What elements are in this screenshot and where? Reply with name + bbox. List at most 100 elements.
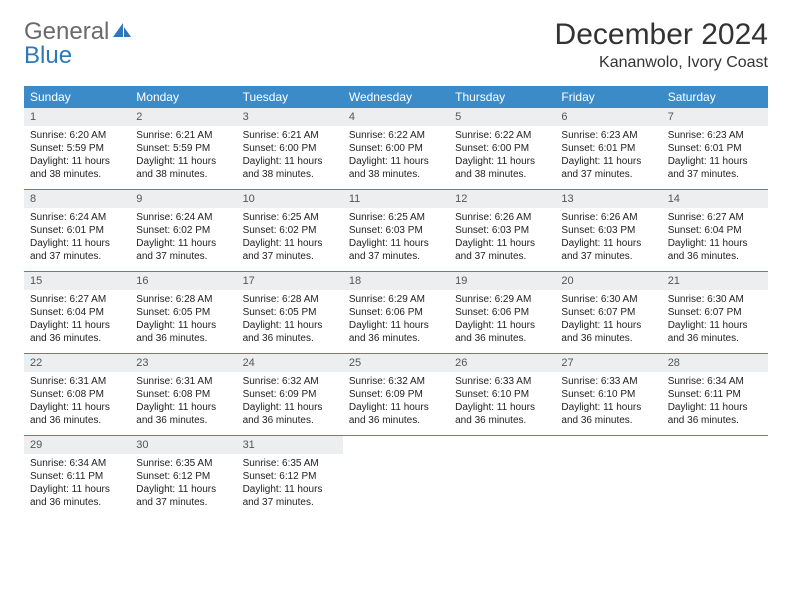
day-details: Sunrise: 6:26 AMSunset: 6:03 PMDaylight:…	[555, 208, 661, 271]
daylight-line: Daylight: 11 hours and 37 minutes.	[136, 483, 230, 509]
dow-friday: Friday	[555, 86, 661, 108]
day-number: 22	[24, 354, 130, 372]
daylight-line: Daylight: 11 hours and 36 minutes.	[136, 319, 230, 345]
sunset-line: Sunset: 6:09 PM	[243, 388, 337, 401]
sunrise-line: Sunrise: 6:25 AM	[243, 211, 337, 224]
week-row: 1Sunrise: 6:20 AMSunset: 5:59 PMDaylight…	[24, 108, 768, 190]
day-details: Sunrise: 6:23 AMSunset: 6:01 PMDaylight:…	[662, 126, 768, 189]
sunset-line: Sunset: 6:07 PM	[668, 306, 762, 319]
daylight-line: Daylight: 11 hours and 36 minutes.	[561, 319, 655, 345]
daylight-line: Daylight: 11 hours and 38 minutes.	[136, 155, 230, 181]
day-cell: 22Sunrise: 6:31 AMSunset: 6:08 PMDayligh…	[24, 354, 130, 435]
daylight-line: Daylight: 11 hours and 38 minutes.	[243, 155, 337, 181]
day-number: 23	[130, 354, 236, 372]
calendar: SundayMondayTuesdayWednesdayThursdayFrid…	[24, 86, 768, 517]
day-number: 18	[343, 272, 449, 290]
dow-monday: Monday	[130, 86, 236, 108]
sunrise-line: Sunrise: 6:26 AM	[455, 211, 549, 224]
sunset-line: Sunset: 6:04 PM	[30, 306, 124, 319]
sunrise-line: Sunrise: 6:25 AM	[349, 211, 443, 224]
week-row: 22Sunrise: 6:31 AMSunset: 6:08 PMDayligh…	[24, 354, 768, 436]
day-cell: 9Sunrise: 6:24 AMSunset: 6:02 PMDaylight…	[130, 190, 236, 271]
daylight-line: Daylight: 11 hours and 38 minutes.	[30, 155, 124, 181]
sunrise-line: Sunrise: 6:33 AM	[455, 375, 549, 388]
day-details: Sunrise: 6:24 AMSunset: 6:02 PMDaylight:…	[130, 208, 236, 271]
dow-wednesday: Wednesday	[343, 86, 449, 108]
day-number: 30	[130, 436, 236, 454]
sunrise-line: Sunrise: 6:31 AM	[136, 375, 230, 388]
daylight-line: Daylight: 11 hours and 37 minutes.	[243, 237, 337, 263]
dow-thursday: Thursday	[449, 86, 555, 108]
day-number: 28	[662, 354, 768, 372]
day-number: 16	[130, 272, 236, 290]
day-number: 21	[662, 272, 768, 290]
day-details: Sunrise: 6:34 AMSunset: 6:11 PMDaylight:…	[662, 372, 768, 435]
sunrise-line: Sunrise: 6:28 AM	[136, 293, 230, 306]
daylight-line: Daylight: 11 hours and 37 minutes.	[668, 155, 762, 181]
day-number: 5	[449, 108, 555, 126]
day-details: Sunrise: 6:35 AMSunset: 6:12 PMDaylight:…	[130, 454, 236, 517]
day-number: 31	[237, 436, 343, 454]
day-number: 15	[24, 272, 130, 290]
day-details: Sunrise: 6:35 AMSunset: 6:12 PMDaylight:…	[237, 454, 343, 517]
day-number: 12	[449, 190, 555, 208]
sunset-line: Sunset: 6:01 PM	[668, 142, 762, 155]
day-number: 25	[343, 354, 449, 372]
sunrise-line: Sunrise: 6:23 AM	[561, 129, 655, 142]
sunrise-line: Sunrise: 6:32 AM	[349, 375, 443, 388]
daylight-line: Daylight: 11 hours and 37 minutes.	[561, 237, 655, 263]
sunrise-line: Sunrise: 6:22 AM	[349, 129, 443, 142]
day-cell: 17Sunrise: 6:28 AMSunset: 6:05 PMDayligh…	[237, 272, 343, 353]
day-details: Sunrise: 6:32 AMSunset: 6:09 PMDaylight:…	[237, 372, 343, 435]
sunrise-line: Sunrise: 6:21 AM	[136, 129, 230, 142]
daylight-line: Daylight: 11 hours and 36 minutes.	[455, 319, 549, 345]
daylight-line: Daylight: 11 hours and 36 minutes.	[30, 483, 124, 509]
sunrise-line: Sunrise: 6:30 AM	[668, 293, 762, 306]
sunset-line: Sunset: 6:04 PM	[668, 224, 762, 237]
daylight-line: Daylight: 11 hours and 36 minutes.	[668, 319, 762, 345]
brand-part2: Blue	[24, 42, 72, 70]
sunset-line: Sunset: 6:01 PM	[561, 142, 655, 155]
sunset-line: Sunset: 6:03 PM	[455, 224, 549, 237]
day-cell: 28Sunrise: 6:34 AMSunset: 6:11 PMDayligh…	[662, 354, 768, 435]
day-cell: 14Sunrise: 6:27 AMSunset: 6:04 PMDayligh…	[662, 190, 768, 271]
sunrise-line: Sunrise: 6:27 AM	[30, 293, 124, 306]
day-cell: 27Sunrise: 6:33 AMSunset: 6:10 PMDayligh…	[555, 354, 661, 435]
sunset-line: Sunset: 6:00 PM	[455, 142, 549, 155]
daylight-line: Daylight: 11 hours and 38 minutes.	[349, 155, 443, 181]
sunrise-line: Sunrise: 6:24 AM	[30, 211, 124, 224]
daylight-line: Daylight: 11 hours and 36 minutes.	[561, 401, 655, 427]
daylight-line: Daylight: 11 hours and 36 minutes.	[30, 401, 124, 427]
day-cell: 1Sunrise: 6:20 AMSunset: 5:59 PMDaylight…	[24, 108, 130, 189]
sunrise-line: Sunrise: 6:24 AM	[136, 211, 230, 224]
day-details: Sunrise: 6:28 AMSunset: 6:05 PMDaylight:…	[237, 290, 343, 353]
day-details: Sunrise: 6:28 AMSunset: 6:05 PMDaylight:…	[130, 290, 236, 353]
day-details: Sunrise: 6:22 AMSunset: 6:00 PMDaylight:…	[343, 126, 449, 189]
sunrise-line: Sunrise: 6:31 AM	[30, 375, 124, 388]
sunrise-line: Sunrise: 6:34 AM	[668, 375, 762, 388]
day-details: Sunrise: 6:33 AMSunset: 6:10 PMDaylight:…	[449, 372, 555, 435]
daylight-line: Daylight: 11 hours and 36 minutes.	[349, 401, 443, 427]
day-cell: 3Sunrise: 6:21 AMSunset: 6:00 PMDaylight…	[237, 108, 343, 189]
day-cell: ..	[343, 436, 449, 517]
dow-sunday: Sunday	[24, 86, 130, 108]
day-number: 14	[662, 190, 768, 208]
day-cell: 16Sunrise: 6:28 AMSunset: 6:05 PMDayligh…	[130, 272, 236, 353]
sunset-line: Sunset: 6:06 PM	[455, 306, 549, 319]
day-number: 3	[237, 108, 343, 126]
daylight-line: Daylight: 11 hours and 37 minutes.	[30, 237, 124, 263]
day-cell: 10Sunrise: 6:25 AMSunset: 6:02 PMDayligh…	[237, 190, 343, 271]
daylight-line: Daylight: 11 hours and 36 minutes.	[243, 401, 337, 427]
day-cell: 31Sunrise: 6:35 AMSunset: 6:12 PMDayligh…	[237, 436, 343, 517]
sunrise-line: Sunrise: 6:22 AM	[455, 129, 549, 142]
day-cell: 6Sunrise: 6:23 AMSunset: 6:01 PMDaylight…	[555, 108, 661, 189]
daylight-line: Daylight: 11 hours and 36 minutes.	[30, 319, 124, 345]
dow-saturday: Saturday	[662, 86, 768, 108]
week-row: 29Sunrise: 6:34 AMSunset: 6:11 PMDayligh…	[24, 436, 768, 517]
day-details: Sunrise: 6:26 AMSunset: 6:03 PMDaylight:…	[449, 208, 555, 271]
month-title: December 2024	[555, 18, 768, 52]
day-details: Sunrise: 6:25 AMSunset: 6:02 PMDaylight:…	[237, 208, 343, 271]
day-cell: 18Sunrise: 6:29 AMSunset: 6:06 PMDayligh…	[343, 272, 449, 353]
week-row: 8Sunrise: 6:24 AMSunset: 6:01 PMDaylight…	[24, 190, 768, 272]
day-details: Sunrise: 6:29 AMSunset: 6:06 PMDaylight:…	[343, 290, 449, 353]
